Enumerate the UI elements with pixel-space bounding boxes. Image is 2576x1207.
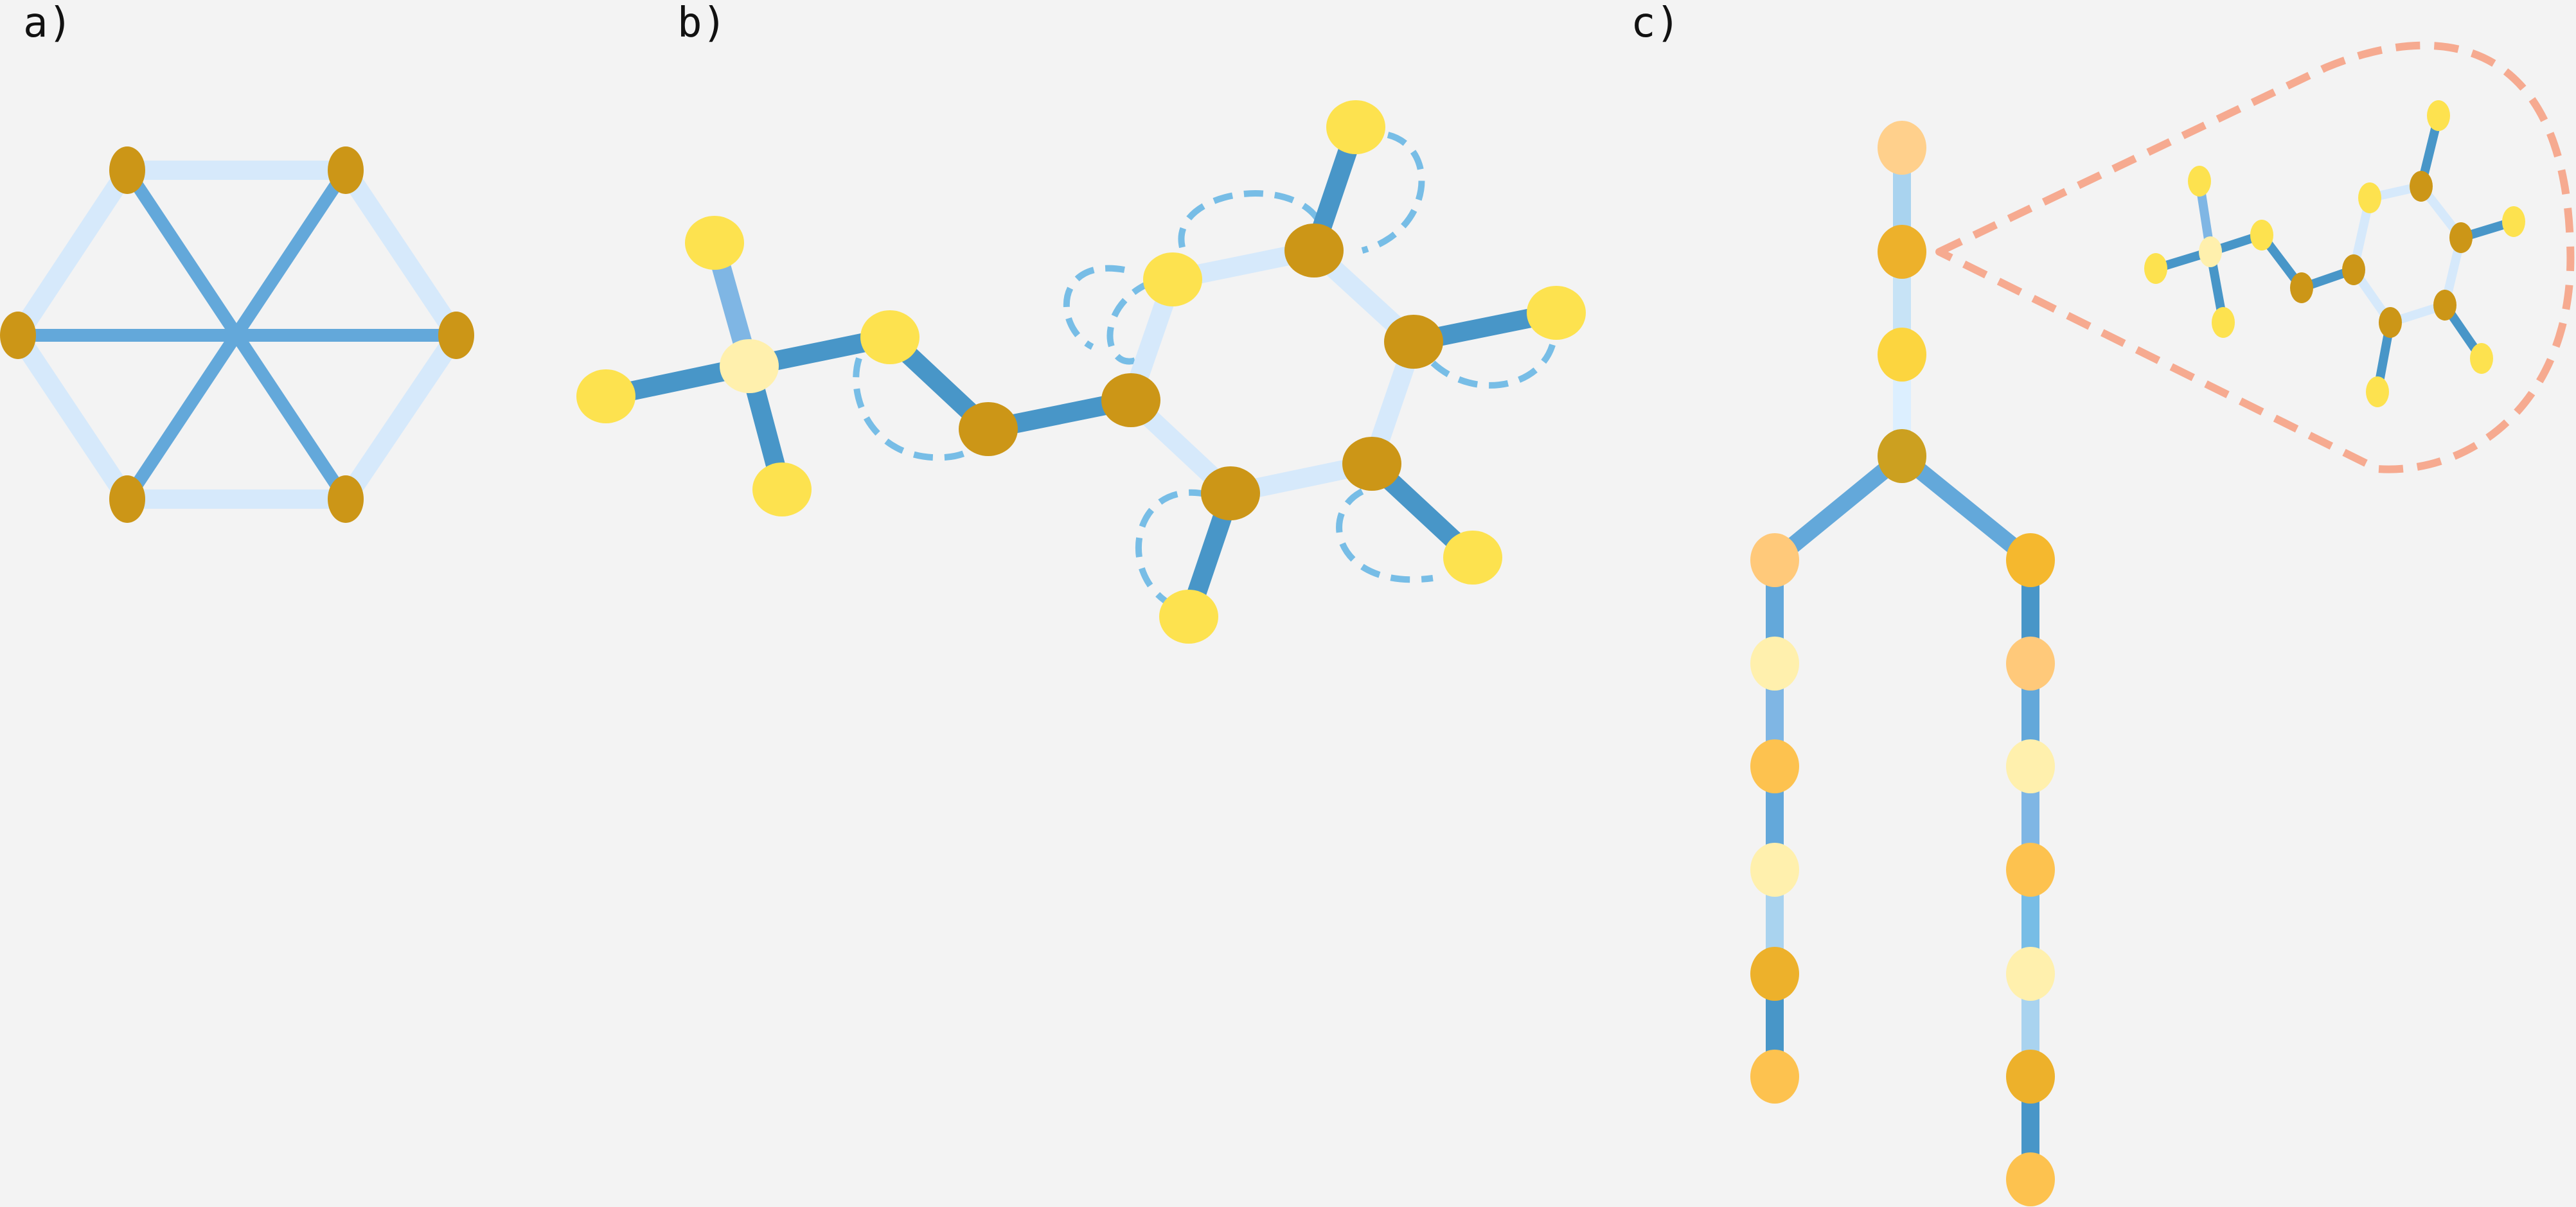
panel-c-node xyxy=(2006,1152,2055,1206)
panel-b-atom xyxy=(1143,252,1202,306)
callout-atom xyxy=(2144,253,2167,284)
panel-b-atom xyxy=(1284,224,1344,278)
panel-c-node xyxy=(1750,1050,1799,1104)
callout-atom xyxy=(2342,254,2365,285)
panel-a-edge xyxy=(336,161,466,345)
callout-atom xyxy=(2250,220,2273,251)
panel-b-atom xyxy=(685,216,744,270)
panel-c-node xyxy=(1750,637,1799,691)
panel-c-graph xyxy=(1750,41,2575,1206)
panel-c-node xyxy=(1750,843,1799,897)
panel-c-node xyxy=(2006,533,2055,587)
panel-c-node xyxy=(2006,739,2055,793)
callout-atom xyxy=(2379,307,2402,338)
panel-a-node xyxy=(328,146,364,194)
panel-b-atom xyxy=(576,369,635,423)
panel-c-node xyxy=(1878,328,1926,382)
callout-atom xyxy=(2449,222,2473,253)
panel-a-node xyxy=(438,312,474,359)
panel-c-node xyxy=(1750,947,1799,1001)
panel-a-node xyxy=(109,146,145,194)
panel-c-node xyxy=(2006,843,2055,897)
panel-c-node xyxy=(1878,225,1926,279)
panel-a-graph xyxy=(0,146,474,523)
panel-b-atom xyxy=(720,339,779,393)
panel-c-node xyxy=(1750,533,1799,587)
panel-c-edge xyxy=(1766,448,1910,568)
panel-c-label: c) xyxy=(1631,0,1681,47)
callout-atom xyxy=(2502,206,2525,237)
panel-a-node xyxy=(109,475,145,523)
panel-b-atom xyxy=(1101,373,1160,427)
callout-atom xyxy=(2290,272,2313,303)
panel-c-node xyxy=(1750,739,1799,793)
panel-a-node xyxy=(328,475,364,523)
panel-b-atom xyxy=(1159,590,1218,644)
panel-b-loop xyxy=(1361,132,1425,254)
panel-b-atom xyxy=(1326,100,1385,154)
callout-atom xyxy=(2212,307,2235,338)
panel-b-atom xyxy=(1384,315,1443,369)
callout-atom xyxy=(2358,182,2381,213)
callout-atom xyxy=(2199,236,2222,267)
callout-atom xyxy=(2427,100,2450,131)
panel-c-callout-molecule xyxy=(2144,100,2525,407)
panel-a-label: a) xyxy=(23,0,73,47)
panel-a-edge xyxy=(336,326,466,509)
callout-atom xyxy=(2366,376,2389,407)
panel-b-loop xyxy=(1336,488,1434,583)
panel-c-node xyxy=(2006,947,2055,1001)
callout-atom xyxy=(2188,166,2211,197)
callout-atom xyxy=(2433,290,2456,321)
panel-b-loop xyxy=(1063,265,1152,365)
panel-b-atom xyxy=(1201,466,1260,520)
panel-b-loop xyxy=(1430,327,1558,389)
callout-atom xyxy=(2470,343,2493,374)
panel-a-edge xyxy=(8,326,137,509)
panel-b-atom xyxy=(1342,437,1401,491)
panel-a-node xyxy=(0,312,36,359)
panel-b-atom xyxy=(959,402,1018,456)
panel-b-graph xyxy=(576,100,1586,644)
panel-c-edge xyxy=(1894,448,2039,568)
panel-a-edge xyxy=(8,161,137,345)
panel-c-node xyxy=(2006,637,2055,691)
callout-atom xyxy=(2410,171,2433,202)
panel-c-node xyxy=(1878,121,1926,175)
panel-b-label: b) xyxy=(677,0,727,47)
panel-b-atom xyxy=(752,463,812,516)
panel-c-callout-outline xyxy=(1935,41,2575,473)
panel-b-atom xyxy=(860,310,919,364)
panel-b-atom xyxy=(1527,286,1586,340)
panel-c-node xyxy=(2006,1050,2055,1104)
panel-b-atom xyxy=(1443,531,1502,585)
panel-c-node xyxy=(1878,429,1926,483)
